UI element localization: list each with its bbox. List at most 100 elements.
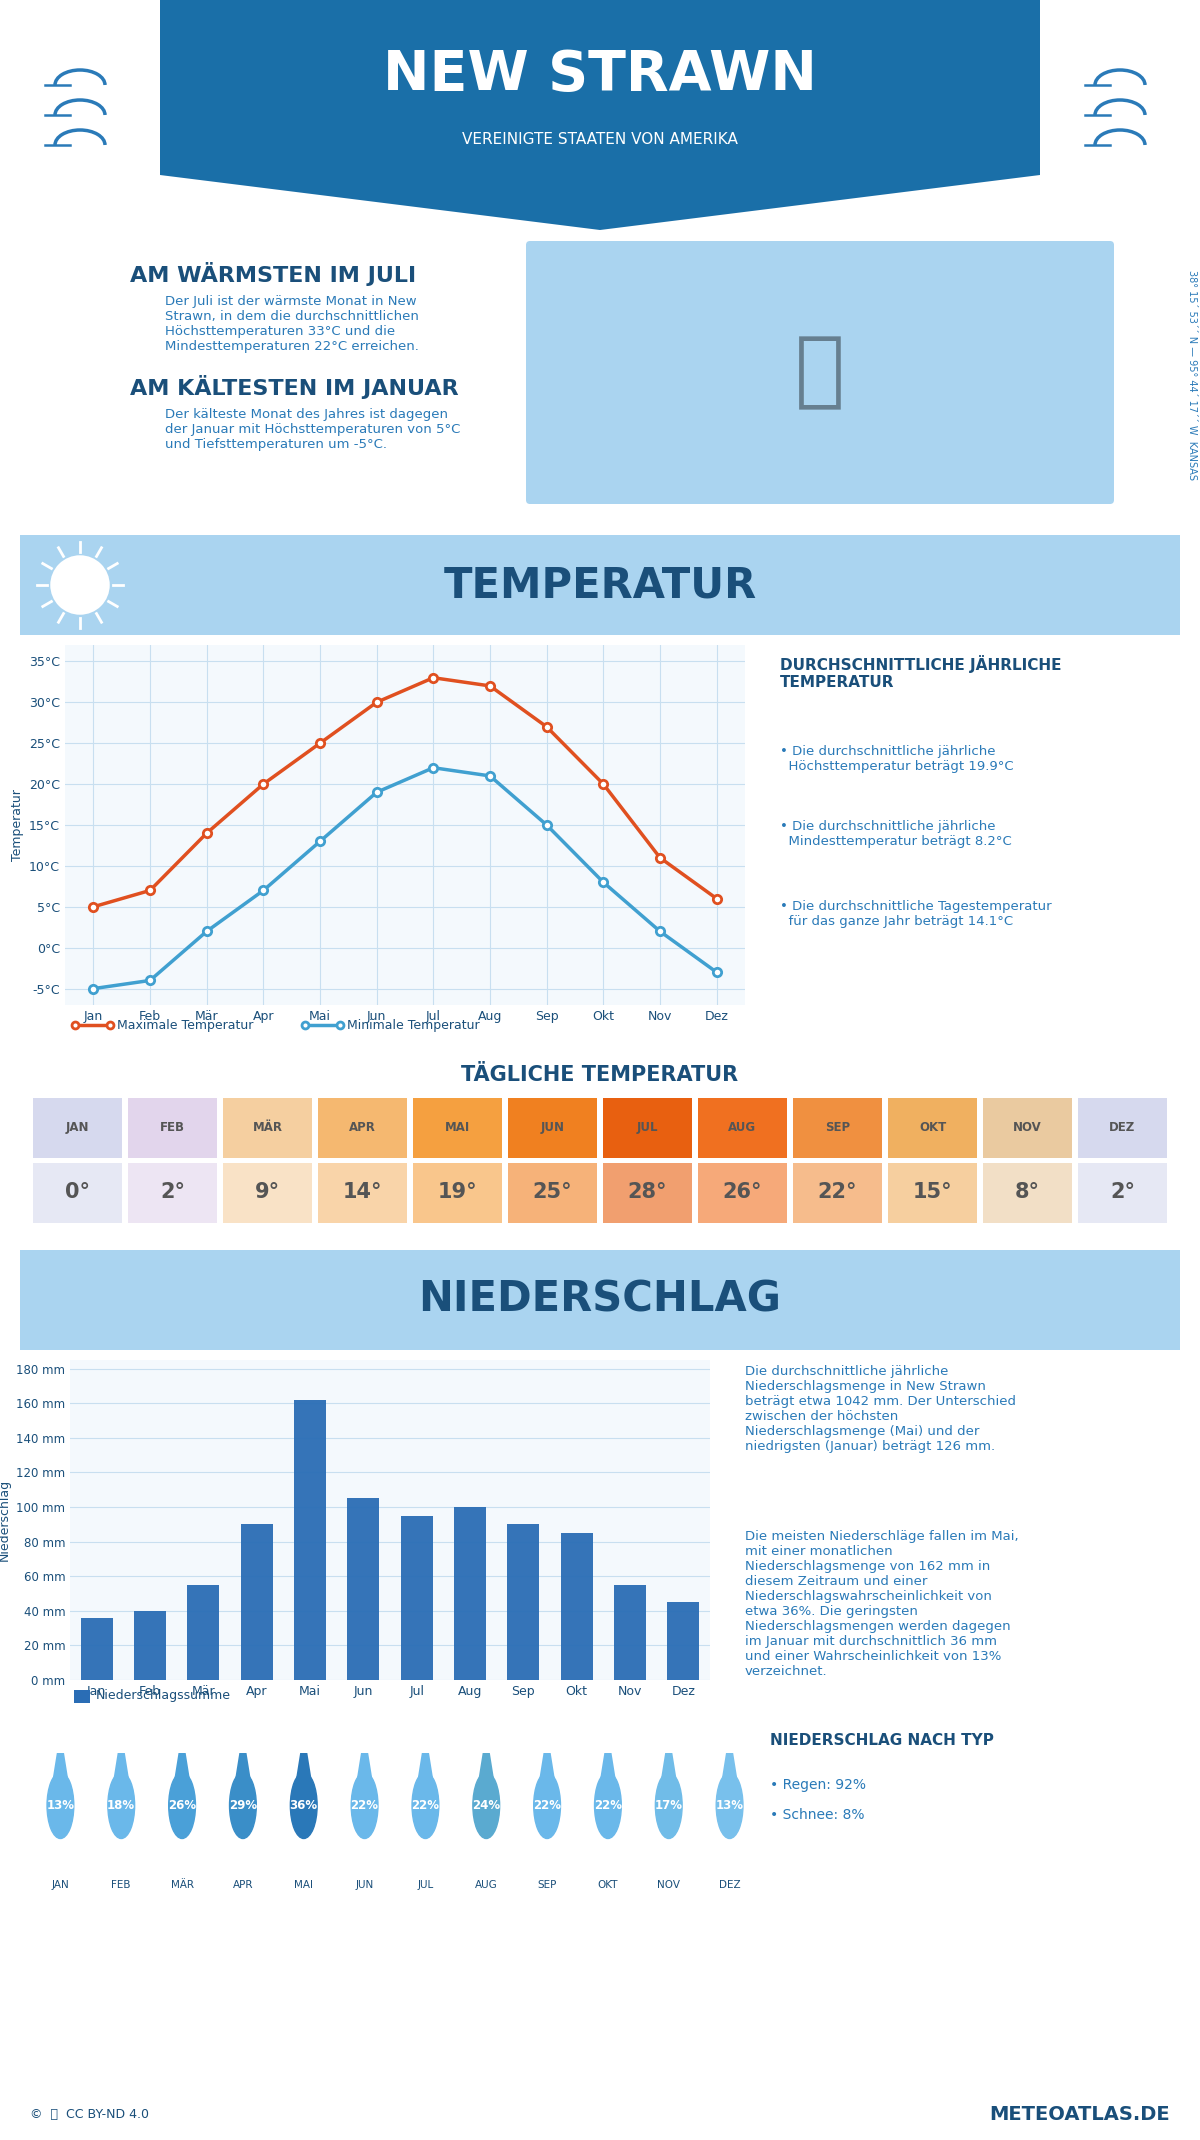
FancyBboxPatch shape bbox=[888, 1098, 977, 1158]
Text: MAI: MAI bbox=[294, 1881, 313, 1890]
Text: 🌍: 🌍 bbox=[796, 332, 845, 413]
FancyBboxPatch shape bbox=[508, 1098, 598, 1158]
Text: JAN: JAN bbox=[66, 1121, 89, 1134]
Text: 14°: 14° bbox=[343, 1183, 383, 1203]
Text: Die meisten Niederschläge fallen im Mai,
mit einer monatlichen
Niederschlagsmeng: Die meisten Niederschläge fallen im Mai,… bbox=[745, 1530, 1019, 1678]
Polygon shape bbox=[599, 1731, 617, 1789]
FancyBboxPatch shape bbox=[983, 1164, 1072, 1224]
Bar bbox=[294, 1400, 326, 1680]
Polygon shape bbox=[355, 1731, 374, 1789]
Text: 29%: 29% bbox=[229, 1800, 257, 1813]
FancyBboxPatch shape bbox=[793, 1164, 882, 1224]
Text: 22%: 22% bbox=[350, 1800, 378, 1813]
FancyBboxPatch shape bbox=[508, 1164, 598, 1224]
FancyBboxPatch shape bbox=[888, 1164, 977, 1224]
Text: 26%: 26% bbox=[168, 1800, 196, 1813]
FancyBboxPatch shape bbox=[413, 1164, 502, 1224]
Text: JUN: JUN bbox=[355, 1881, 373, 1890]
FancyBboxPatch shape bbox=[223, 1164, 312, 1224]
Circle shape bbox=[594, 1772, 622, 1838]
Text: • Die durchschnittliche Tagestemperatur
  für das ganze Jahr beträgt 14.1°C: • Die durchschnittliche Tagestemperatur … bbox=[780, 901, 1051, 929]
Circle shape bbox=[229, 1772, 257, 1838]
Text: 13%: 13% bbox=[715, 1800, 744, 1813]
Text: Minimale Temperatur: Minimale Temperatur bbox=[347, 1019, 480, 1031]
Circle shape bbox=[52, 556, 108, 612]
Text: DEZ: DEZ bbox=[1109, 1121, 1135, 1134]
Text: 22%: 22% bbox=[533, 1800, 562, 1813]
FancyBboxPatch shape bbox=[12, 1241, 1188, 1359]
Polygon shape bbox=[476, 1731, 496, 1789]
Text: AM KÄLTESTEN IM JANUAR: AM KÄLTESTEN IM JANUAR bbox=[130, 374, 458, 398]
Text: APR: APR bbox=[233, 1881, 253, 1890]
Text: AUG: AUG bbox=[728, 1121, 756, 1134]
FancyBboxPatch shape bbox=[12, 526, 1188, 642]
FancyBboxPatch shape bbox=[602, 1164, 692, 1224]
Bar bbox=[508, 1524, 539, 1680]
Text: Maximale Temperatur: Maximale Temperatur bbox=[118, 1019, 253, 1031]
Text: 38° 15´ 53´´ N — 95° 44´ 17´´ W  KANSAS: 38° 15´ 53´´ N — 95° 44´ 17´´ W KANSAS bbox=[1187, 270, 1198, 479]
FancyBboxPatch shape bbox=[1078, 1164, 1168, 1224]
Bar bbox=[241, 1524, 272, 1680]
Text: MÄR: MÄR bbox=[170, 1881, 193, 1890]
FancyBboxPatch shape bbox=[1078, 1098, 1168, 1158]
Text: JUN: JUN bbox=[540, 1121, 564, 1134]
Text: 25°: 25° bbox=[533, 1183, 572, 1203]
Text: MÄR: MÄR bbox=[252, 1121, 282, 1134]
FancyBboxPatch shape bbox=[602, 1098, 692, 1158]
Circle shape bbox=[534, 1772, 560, 1838]
Text: 8°: 8° bbox=[1015, 1183, 1040, 1203]
Polygon shape bbox=[416, 1731, 434, 1789]
Bar bbox=[454, 1507, 486, 1680]
Text: APR: APR bbox=[349, 1121, 376, 1134]
Bar bbox=[614, 1586, 646, 1680]
Circle shape bbox=[290, 1772, 317, 1838]
Text: Der kälteste Monat des Jahres ist dagegen
der Januar mit Höchsttemperaturen von : Der kälteste Monat des Jahres ist dagege… bbox=[166, 409, 461, 452]
FancyBboxPatch shape bbox=[128, 1164, 217, 1224]
Circle shape bbox=[47, 1772, 74, 1838]
Text: • Schnee: 8%: • Schnee: 8% bbox=[770, 1808, 864, 1821]
Text: • Die durchschnittliche jährliche
  Mindesttemperatur beträgt 8.2°C: • Die durchschnittliche jährliche Mindes… bbox=[780, 820, 1012, 847]
Text: JUL: JUL bbox=[637, 1121, 659, 1134]
Text: AUG: AUG bbox=[475, 1881, 498, 1890]
Text: 26°: 26° bbox=[722, 1183, 762, 1203]
Bar bbox=[187, 1586, 220, 1680]
Text: MAI: MAI bbox=[445, 1121, 470, 1134]
FancyBboxPatch shape bbox=[32, 1098, 122, 1158]
Text: NIEDERSCHLAG NACH TYP: NIEDERSCHLAG NACH TYP bbox=[770, 1733, 994, 1748]
Text: FEB: FEB bbox=[160, 1121, 185, 1134]
Text: • Die durchschnittliche jährliche
  Höchsttemperatur beträgt 19.9°C: • Die durchschnittliche jährliche Höchst… bbox=[780, 745, 1014, 773]
Text: FEB: FEB bbox=[112, 1881, 131, 1890]
Polygon shape bbox=[52, 1731, 70, 1789]
FancyBboxPatch shape bbox=[698, 1164, 787, 1224]
Text: OKT: OKT bbox=[598, 1881, 618, 1890]
Text: JUL: JUL bbox=[418, 1881, 433, 1890]
Text: Der Juli ist der wärmste Monat in New
Strawn, in dem die durchschnittlichen
Höch: Der Juli ist der wärmste Monat in New St… bbox=[166, 295, 419, 353]
Circle shape bbox=[169, 1772, 196, 1838]
Polygon shape bbox=[173, 1731, 192, 1789]
Bar bbox=[134, 1611, 166, 1680]
Text: • Regen: 92%: • Regen: 92% bbox=[770, 1778, 866, 1791]
Text: ©  ⓘ  CC BY-ND 4.0: © ⓘ CC BY-ND 4.0 bbox=[30, 2108, 149, 2121]
Circle shape bbox=[473, 1772, 499, 1838]
FancyBboxPatch shape bbox=[793, 1098, 882, 1158]
Text: TEMPERATUR: TEMPERATUR bbox=[443, 565, 757, 606]
Text: 13%: 13% bbox=[47, 1800, 74, 1813]
Text: 22%: 22% bbox=[594, 1800, 622, 1813]
Text: 15°: 15° bbox=[913, 1183, 953, 1203]
Text: 24%: 24% bbox=[472, 1800, 500, 1813]
Circle shape bbox=[655, 1772, 682, 1838]
Bar bbox=[347, 1498, 379, 1680]
Polygon shape bbox=[294, 1731, 313, 1789]
FancyBboxPatch shape bbox=[318, 1098, 407, 1158]
Text: VEREINIGTE STAATEN VON AMERIKA: VEREINIGTE STAATEN VON AMERIKA bbox=[462, 133, 738, 148]
Bar bbox=[401, 1515, 433, 1680]
Circle shape bbox=[352, 1772, 378, 1838]
Polygon shape bbox=[112, 1731, 131, 1789]
Text: NEW STRAWN: NEW STRAWN bbox=[383, 47, 817, 103]
Text: 2°: 2° bbox=[160, 1183, 185, 1203]
Text: NIEDERSCHLAGSWAHRSCHEINLICHKEIT: NIEDERSCHLAGSWAHRSCHEINLICHKEIT bbox=[217, 1731, 572, 1746]
Polygon shape bbox=[160, 0, 1040, 229]
FancyBboxPatch shape bbox=[526, 242, 1114, 505]
Text: 22%: 22% bbox=[412, 1800, 439, 1813]
Text: NOV: NOV bbox=[658, 1881, 680, 1890]
